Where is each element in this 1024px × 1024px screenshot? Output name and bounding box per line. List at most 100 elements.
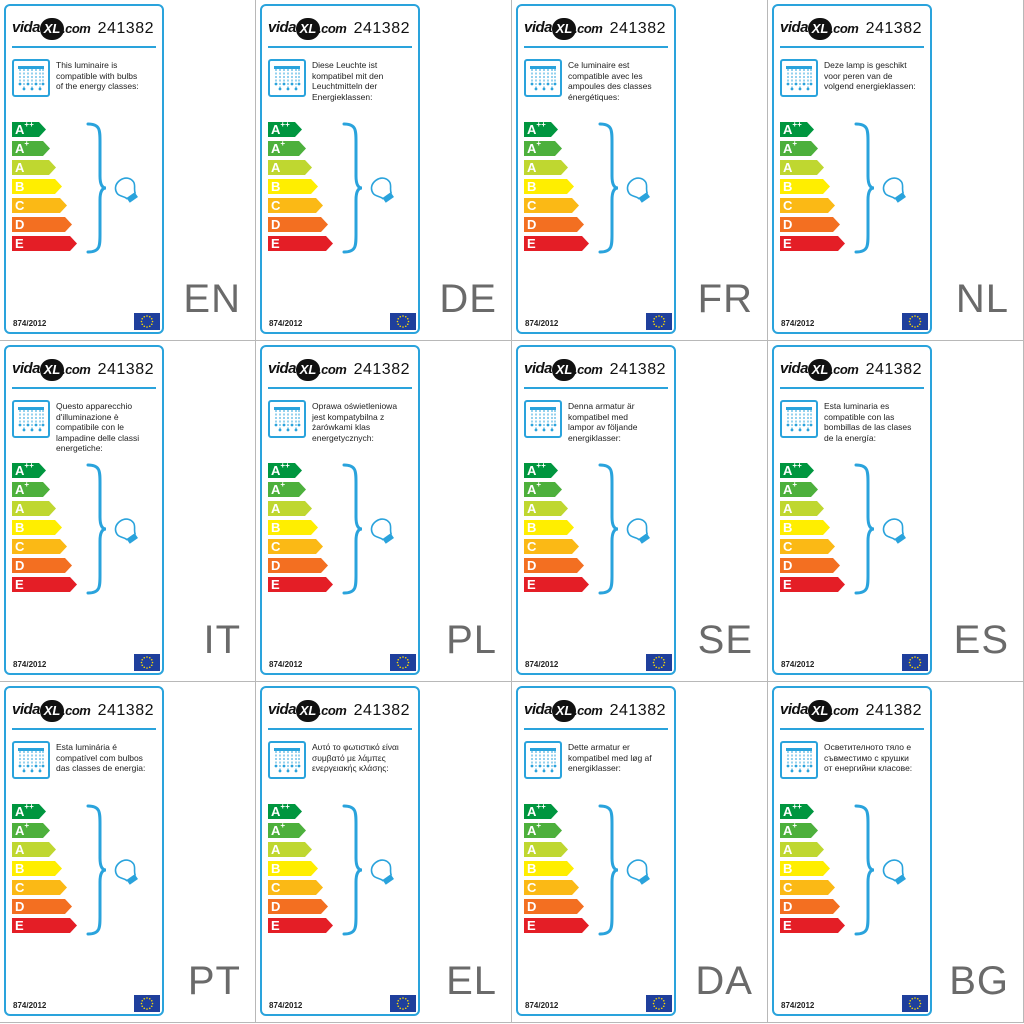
energy-class-bar: B [780,179,831,194]
energy-class-bar: B [524,179,575,194]
product-code: 241382 [865,20,922,37]
regulation-number: 874/2012 [781,319,815,328]
energy-class-letter: A [527,160,537,175]
energy-class-bar: A [524,501,569,516]
compatibility-text-line: compatible avec les [568,70,643,81]
language-code: BG [949,959,1009,1003]
product-code: 241382 [609,361,666,378]
regulation-number: 874/2012 [525,1001,559,1010]
compatibility-text-line: energetycznych: [312,432,374,443]
energy-class-label: A++ [783,803,802,820]
energy-class-scale: A++ A+ A B C D E [12,121,82,262]
regulation-number: 874/2012 [781,1001,815,1010]
logo-vida-text: vida [524,360,553,377]
energy-class-letter: A [271,482,281,497]
energy-class-bar: D [268,558,329,573]
curly-brace [598,463,620,600]
compatibility-text: Deze lamp is geschikt voor peren van de vo… [824,60,930,92]
energy-class-label: A++ [783,462,802,479]
energy-class-bar: D [12,217,73,232]
energy-class-bar: E [12,236,78,251]
eu-flag-icon [390,995,416,1012]
energy-class-label: A [527,160,536,176]
energy-class-bar: A [268,160,313,175]
energy-class-bar: A [268,842,313,857]
label-cell-fr: vida XL .com 241382 Ce luminaire est compatib… [512,0,768,341]
energy-class-label: B [271,179,280,195]
energy-class-label: E [527,236,536,252]
logo-xl-badge: XL [296,18,320,40]
energy-class-suffix: ++ [536,461,546,470]
energy-class-letter: C [783,880,793,895]
energy-class-label: A [527,842,536,858]
header-divider [780,46,924,48]
energy-class-suffix: + [24,480,30,489]
energy-class-bar: A++ [268,803,303,819]
logo-vida-text: vida [780,19,809,36]
energy-class-bar: B [780,520,831,535]
logo-com-text: .com [62,21,91,36]
energy-class-bar: D [12,558,73,573]
energy-class-bar: D [268,899,329,914]
eu-flag-icon [902,995,928,1012]
energy-class-letter: A [271,501,281,516]
energy-class-letter: C [271,880,281,895]
energy-class-suffix: + [280,821,286,830]
energy-class-scale: A++ A+ A B C D E [780,462,850,603]
energy-class-bar: A++ [12,803,47,820]
energy-class-letter: E [15,918,24,933]
energy-class-label: E [783,918,792,934]
energy-class-bar: D [268,217,329,232]
curly-brace [342,463,364,600]
energy-class-label: E [15,236,24,252]
energy-class-label: A [271,160,280,176]
energy-label: vida XL .com 241382 Oprawa oświetleniowa jest… [260,345,420,675]
chandelier-icon [268,400,306,438]
header-divider [268,387,412,389]
lamp-bulb-icon [622,857,656,892]
energy-class-suffix: + [792,480,798,489]
energy-class-label: A++ [527,121,546,138]
energy-class-scale: A++ A+ A B C D E [268,462,338,603]
energy-class-letter: A [783,463,793,478]
product-code: 241382 [353,702,410,719]
compatibility-text-line: lampor av följande [568,422,638,432]
compatibility-text: Αυτό το φωτιστικό είναι συμβατό με λάμπες… [312,742,418,774]
compatibility-text: Ce luminaire est compatible avec les ampou… [568,60,674,102]
logo-com-text: .com [318,21,347,36]
energy-class-bar: A++ [524,461,559,478]
language-code: SE [697,618,753,662]
energy-class-letter: A [527,842,537,857]
energy-class-bar: C [12,880,68,895]
energy-class-label: A [15,842,24,858]
curly-brace [86,463,108,600]
logo-vida-text: vida [268,19,297,36]
energy-class-suffix: + [536,480,542,489]
logo-vida-text: vida [524,701,553,718]
energy-class-letter: B [271,861,281,876]
chandelier-icon [12,741,50,779]
product-code: 241382 [865,702,922,719]
logo-com-text: .com [62,362,91,377]
energy-class-letter: D [783,558,793,573]
energy-class-label: D [271,217,280,233]
energy-class-bar: D [524,217,585,232]
regulation-number: 874/2012 [269,660,303,669]
regulation-number: 874/2012 [13,319,47,328]
energy-class-letter: D [527,899,537,914]
lamp-bulb-icon [366,175,400,210]
logo-vida-text: vida [524,19,553,36]
energy-class-bar: B [268,179,319,194]
energy-class-suffix: ++ [792,120,802,129]
energy-class-label: A++ [15,803,34,820]
header-divider [12,387,156,389]
energy-class-label: E [271,918,280,934]
chandelier-icon [780,400,818,438]
compatibility-text-line: Questo apparecchio [56,401,133,411]
compatibility-text-line: de la energía: [824,432,876,443]
energy-class-letter: E [783,236,792,251]
energy-class-bar: A+ [524,139,563,156]
energy-class-suffix: + [536,139,542,148]
energy-class-bar: A+ [524,822,563,838]
energy-class-label: B [271,861,280,877]
